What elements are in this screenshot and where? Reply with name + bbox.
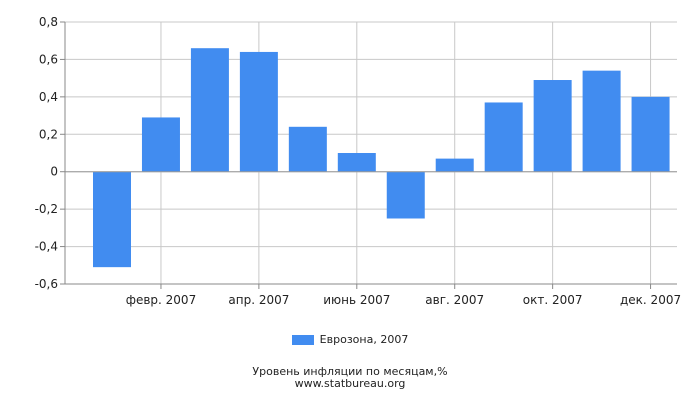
bar xyxy=(93,171,131,268)
x-tick-label: дек. 2007 xyxy=(620,293,681,307)
legend-swatch xyxy=(291,334,314,345)
legend-label: Еврозона, 2007 xyxy=(319,333,409,346)
bar xyxy=(288,126,327,172)
bar xyxy=(337,153,376,172)
y-tick-label: 0,2 xyxy=(39,127,58,141)
bar xyxy=(631,96,670,172)
y-tick-label: 0,6 xyxy=(39,52,58,66)
bar xyxy=(435,158,474,172)
bar xyxy=(141,117,180,172)
bar xyxy=(239,51,278,172)
legend: Еврозона, 2007 xyxy=(0,333,700,346)
bar xyxy=(533,80,572,172)
x-tick-label: апр. 2007 xyxy=(228,293,289,307)
chart-footer: Уровень инфляции по месяцам,% www.statbu… xyxy=(0,366,700,390)
tick-labels: 0,8 0,6 0,4 0,2 0 -0,2 -0,4 -0,6 февр. 2007 апр. … xyxy=(35,15,682,307)
x-tick-label: июнь 2007 xyxy=(323,293,390,307)
chart-title: Уровень инфляции по месяцам,% xyxy=(252,365,448,378)
y-tick-label: -0,6 xyxy=(35,277,58,291)
y-tick-label: 0,4 xyxy=(39,90,58,104)
bar xyxy=(582,70,621,172)
source-link[interactable]: www.statbureau.org xyxy=(294,377,406,390)
x-tick-label: февр. 2007 xyxy=(126,293,197,307)
bar xyxy=(484,102,523,172)
x-tick-label: окт. 2007 xyxy=(523,293,583,307)
y-tick-label: -0,4 xyxy=(35,240,58,254)
y-tick-label: 0 xyxy=(50,165,58,179)
bar xyxy=(386,171,425,219)
y-tick-label: -0,2 xyxy=(35,202,58,216)
bar xyxy=(190,48,229,172)
x-tick-label: авг. 2007 xyxy=(425,293,484,307)
y-tick-label: 0,8 xyxy=(39,15,58,29)
axes xyxy=(60,21,677,289)
bars xyxy=(93,48,670,268)
